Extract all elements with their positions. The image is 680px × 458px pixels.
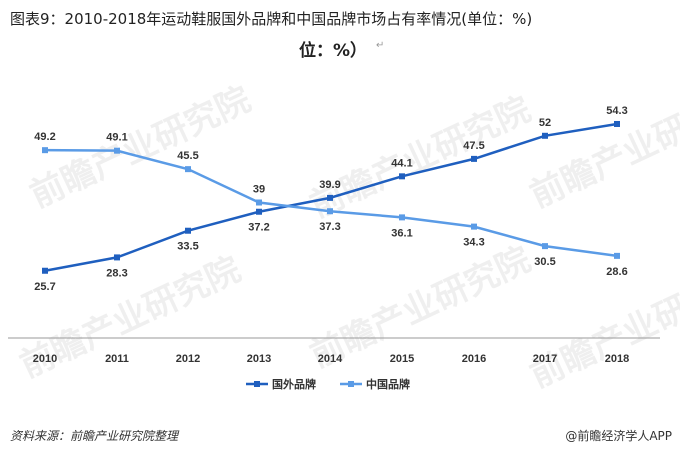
brand-credit: @前瞻经济学人APP xyxy=(565,429,672,443)
data-point xyxy=(542,132,548,139)
legend-label: 中国品牌 xyxy=(366,377,410,391)
data-point xyxy=(42,147,48,154)
data-point xyxy=(542,243,548,250)
data-point xyxy=(42,267,48,274)
data-point xyxy=(399,214,405,221)
data-label: 28.6 xyxy=(606,266,627,278)
x-tick-label: 2015 xyxy=(390,353,414,365)
data-point xyxy=(471,223,477,230)
data-label: 34.3 xyxy=(463,237,484,249)
legend-item: 国外品牌 xyxy=(246,377,316,391)
data-point xyxy=(399,173,405,180)
data-point xyxy=(185,227,191,234)
series-foreign-brand: 25.7 28.3 33.5 37.2 39.9 44.1 47.5 52 54.3 xyxy=(34,105,627,293)
data-label: 45.5 xyxy=(177,150,198,162)
data-point xyxy=(614,120,620,127)
x-tick-label: 2013 xyxy=(247,353,271,365)
chart-title: 图表9：2010-2018年运动鞋服国外品牌和中国品牌市场占有率情况(单位：%) xyxy=(10,10,533,28)
legend-swatch-marker xyxy=(348,381,354,387)
data-label: 30.5 xyxy=(534,256,555,268)
data-point xyxy=(114,147,120,154)
data-point xyxy=(327,194,333,201)
legend-label: 国外品牌 xyxy=(272,377,316,391)
x-tick-label: 2017 xyxy=(533,353,557,365)
x-tick-label: 2012 xyxy=(176,353,200,365)
data-label: 36.1 xyxy=(391,227,412,239)
legend: 国外品牌 中国品牌 xyxy=(246,377,410,391)
x-tick-labels: 2010 2011 2012 2013 2014 2015 2016 2017 2018 xyxy=(33,353,629,365)
data-point xyxy=(256,208,262,215)
legend-item: 中国品牌 xyxy=(340,377,410,391)
data-point xyxy=(185,166,191,173)
x-tick-label: 2018 xyxy=(605,353,629,365)
data-point xyxy=(114,254,120,261)
data-point xyxy=(614,252,620,259)
data-label: 37.2 xyxy=(248,222,269,234)
data-label: 47.5 xyxy=(463,140,484,152)
source-note: 资料来源：前瞻产业研究院整理 xyxy=(10,429,179,443)
data-label: 49.2 xyxy=(34,131,55,143)
data-label: 39.9 xyxy=(319,179,340,191)
series-china-brand: 49.2 49.1 45.5 39 37.3 36.1 34.3 30.5 28.6 xyxy=(34,131,627,278)
paragraph-mark-icon: ↵ xyxy=(376,40,385,51)
data-label: 49.1 xyxy=(106,132,127,144)
x-tick-label: 2016 xyxy=(462,353,486,365)
data-label: 25.7 xyxy=(34,281,55,293)
data-label: 54.3 xyxy=(606,105,627,117)
data-label: 33.5 xyxy=(177,241,198,253)
unit-label-fragment: 位：%） xyxy=(299,41,368,61)
data-point xyxy=(256,199,262,206)
data-label: 44.1 xyxy=(391,157,412,169)
data-label: 37.3 xyxy=(319,221,340,233)
x-tick-label: 2011 xyxy=(105,353,129,365)
data-label: 39 xyxy=(253,184,265,196)
data-point xyxy=(471,155,477,162)
x-tick-label: 2014 xyxy=(318,353,343,365)
data-label: 28.3 xyxy=(106,267,127,279)
data-label: 52 xyxy=(539,117,551,129)
legend-swatch-marker xyxy=(254,381,260,387)
x-tick-label: 2010 xyxy=(33,353,57,365)
data-point xyxy=(327,208,333,215)
series-line xyxy=(44,148,618,258)
